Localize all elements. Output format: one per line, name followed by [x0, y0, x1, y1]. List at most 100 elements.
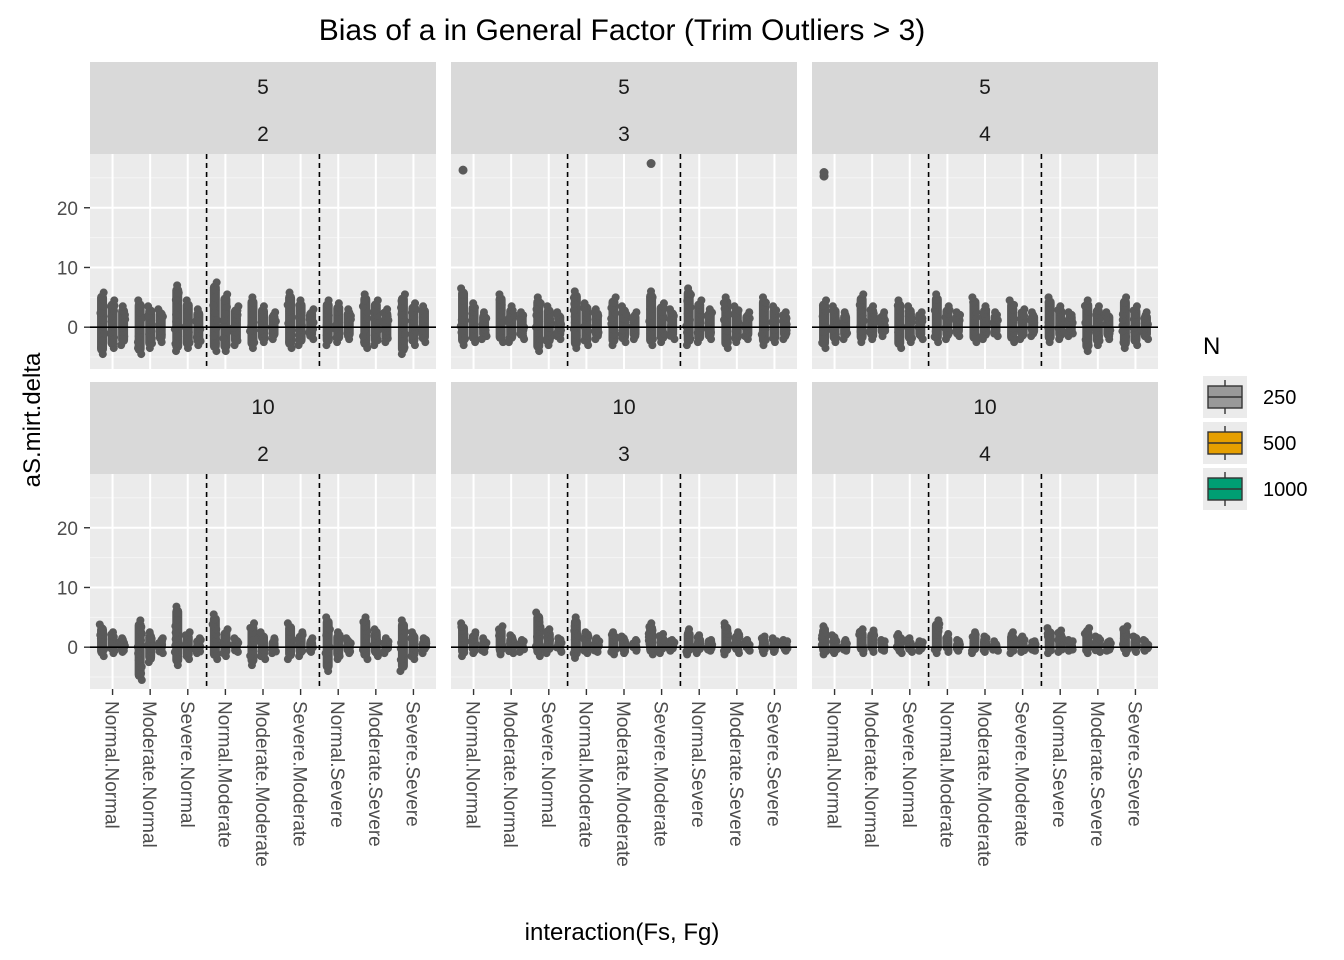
data-point: [210, 308, 219, 317]
facet-label-top: 10: [973, 396, 996, 419]
data-point: [460, 309, 469, 318]
y-tick-label: 20: [57, 519, 78, 540]
x-tick-label: Normal.Severe: [1048, 701, 1069, 828]
data-point: [400, 336, 409, 345]
data-point: [172, 317, 181, 326]
y-tick-label: 10: [57, 258, 78, 279]
data-point: [172, 654, 181, 663]
y-tick-label: 20: [57, 199, 78, 220]
data-point: [381, 634, 390, 643]
data-point: [284, 319, 293, 328]
data-point: [1008, 628, 1017, 637]
data-point: [322, 631, 331, 640]
facet-panel: 10 3 Normal.Normal Moderate.Normal Severe.No…: [451, 382, 797, 867]
data-point: [308, 634, 317, 643]
data-point: [719, 315, 728, 324]
data-point: [781, 308, 790, 317]
data-point: [1118, 327, 1127, 336]
data-point: [668, 636, 677, 645]
data-point: [646, 329, 655, 338]
data-point: [646, 305, 655, 314]
data-point: [459, 341, 468, 350]
data-point: [250, 619, 259, 628]
data-point: [1030, 637, 1039, 646]
data-point: [135, 308, 144, 317]
data-point: [915, 637, 924, 646]
data-point: [221, 309, 230, 318]
data-point: [212, 278, 221, 287]
x-tick-label: Severe.Normal: [898, 701, 919, 828]
data-point: [632, 308, 641, 317]
data-point: [344, 305, 353, 314]
data-point: [952, 308, 961, 317]
data-point: [249, 310, 258, 319]
data-point: [459, 303, 468, 312]
data-point: [570, 318, 579, 327]
data-point: [471, 628, 480, 637]
legend-label: 1000: [1263, 479, 1308, 501]
data-point: [397, 350, 406, 359]
data-point: [171, 635, 180, 644]
data-point: [182, 296, 191, 305]
data-point: [707, 636, 716, 645]
data-point: [665, 305, 674, 314]
x-tick-label: Moderate.Severe: [725, 701, 746, 847]
data-point: [611, 293, 620, 302]
data-point: [457, 315, 466, 324]
data-point: [1091, 632, 1100, 641]
data-point: [173, 615, 182, 624]
data-point: [223, 625, 232, 634]
data-point: [685, 315, 694, 324]
data-point: [607, 314, 616, 323]
y-tick-label: 0: [67, 318, 78, 339]
data-point: [685, 625, 694, 634]
data-point: [1056, 302, 1065, 311]
data-point: [1102, 308, 1111, 317]
data-point: [990, 637, 999, 646]
data-point: [1057, 626, 1066, 635]
data-point: [659, 299, 668, 308]
data-point: [223, 290, 232, 299]
facet-strip: [90, 382, 436, 474]
data-point: [968, 293, 977, 302]
data-point: [1020, 305, 1029, 314]
facet-strip: [90, 62, 436, 154]
data-point: [569, 293, 578, 302]
x-tick-label: Severe.Normal: [176, 701, 197, 828]
data-point: [137, 629, 146, 638]
data-point: [591, 305, 600, 314]
data-point: [479, 634, 488, 643]
data-point: [932, 290, 941, 299]
data-point: [309, 305, 318, 314]
data-point: [185, 628, 194, 637]
data-point: [99, 302, 108, 311]
data-point: [270, 634, 279, 643]
data-point: [570, 287, 579, 296]
x-tick-label: Moderate.Normal: [860, 701, 881, 848]
x-tick-label: Severe.Moderate: [650, 701, 671, 847]
data-point: [617, 632, 626, 641]
data-point: [683, 296, 692, 305]
data-point: [249, 304, 258, 313]
data-point: [841, 636, 850, 645]
data-point: [572, 331, 581, 340]
facet-panel: 54: [812, 62, 1158, 369]
data-point: [298, 628, 307, 637]
data-point: [221, 347, 230, 356]
data-point: [98, 315, 107, 324]
data-point: [98, 336, 107, 345]
x-tick-label: Severe.Moderate: [289, 701, 310, 847]
data-point: [287, 344, 296, 353]
data-point: [457, 619, 466, 628]
data-point: [397, 310, 406, 319]
data-point: [259, 302, 268, 311]
data-point: [1139, 636, 1148, 645]
data-point: [535, 317, 544, 326]
facet-strip: [812, 62, 1158, 154]
data-point: [991, 308, 1000, 317]
data-point: [411, 299, 420, 308]
facet-label-bottom: 3: [618, 123, 630, 146]
data-point: [1064, 636, 1073, 645]
x-tick-label: Moderate.Moderate: [612, 701, 633, 867]
